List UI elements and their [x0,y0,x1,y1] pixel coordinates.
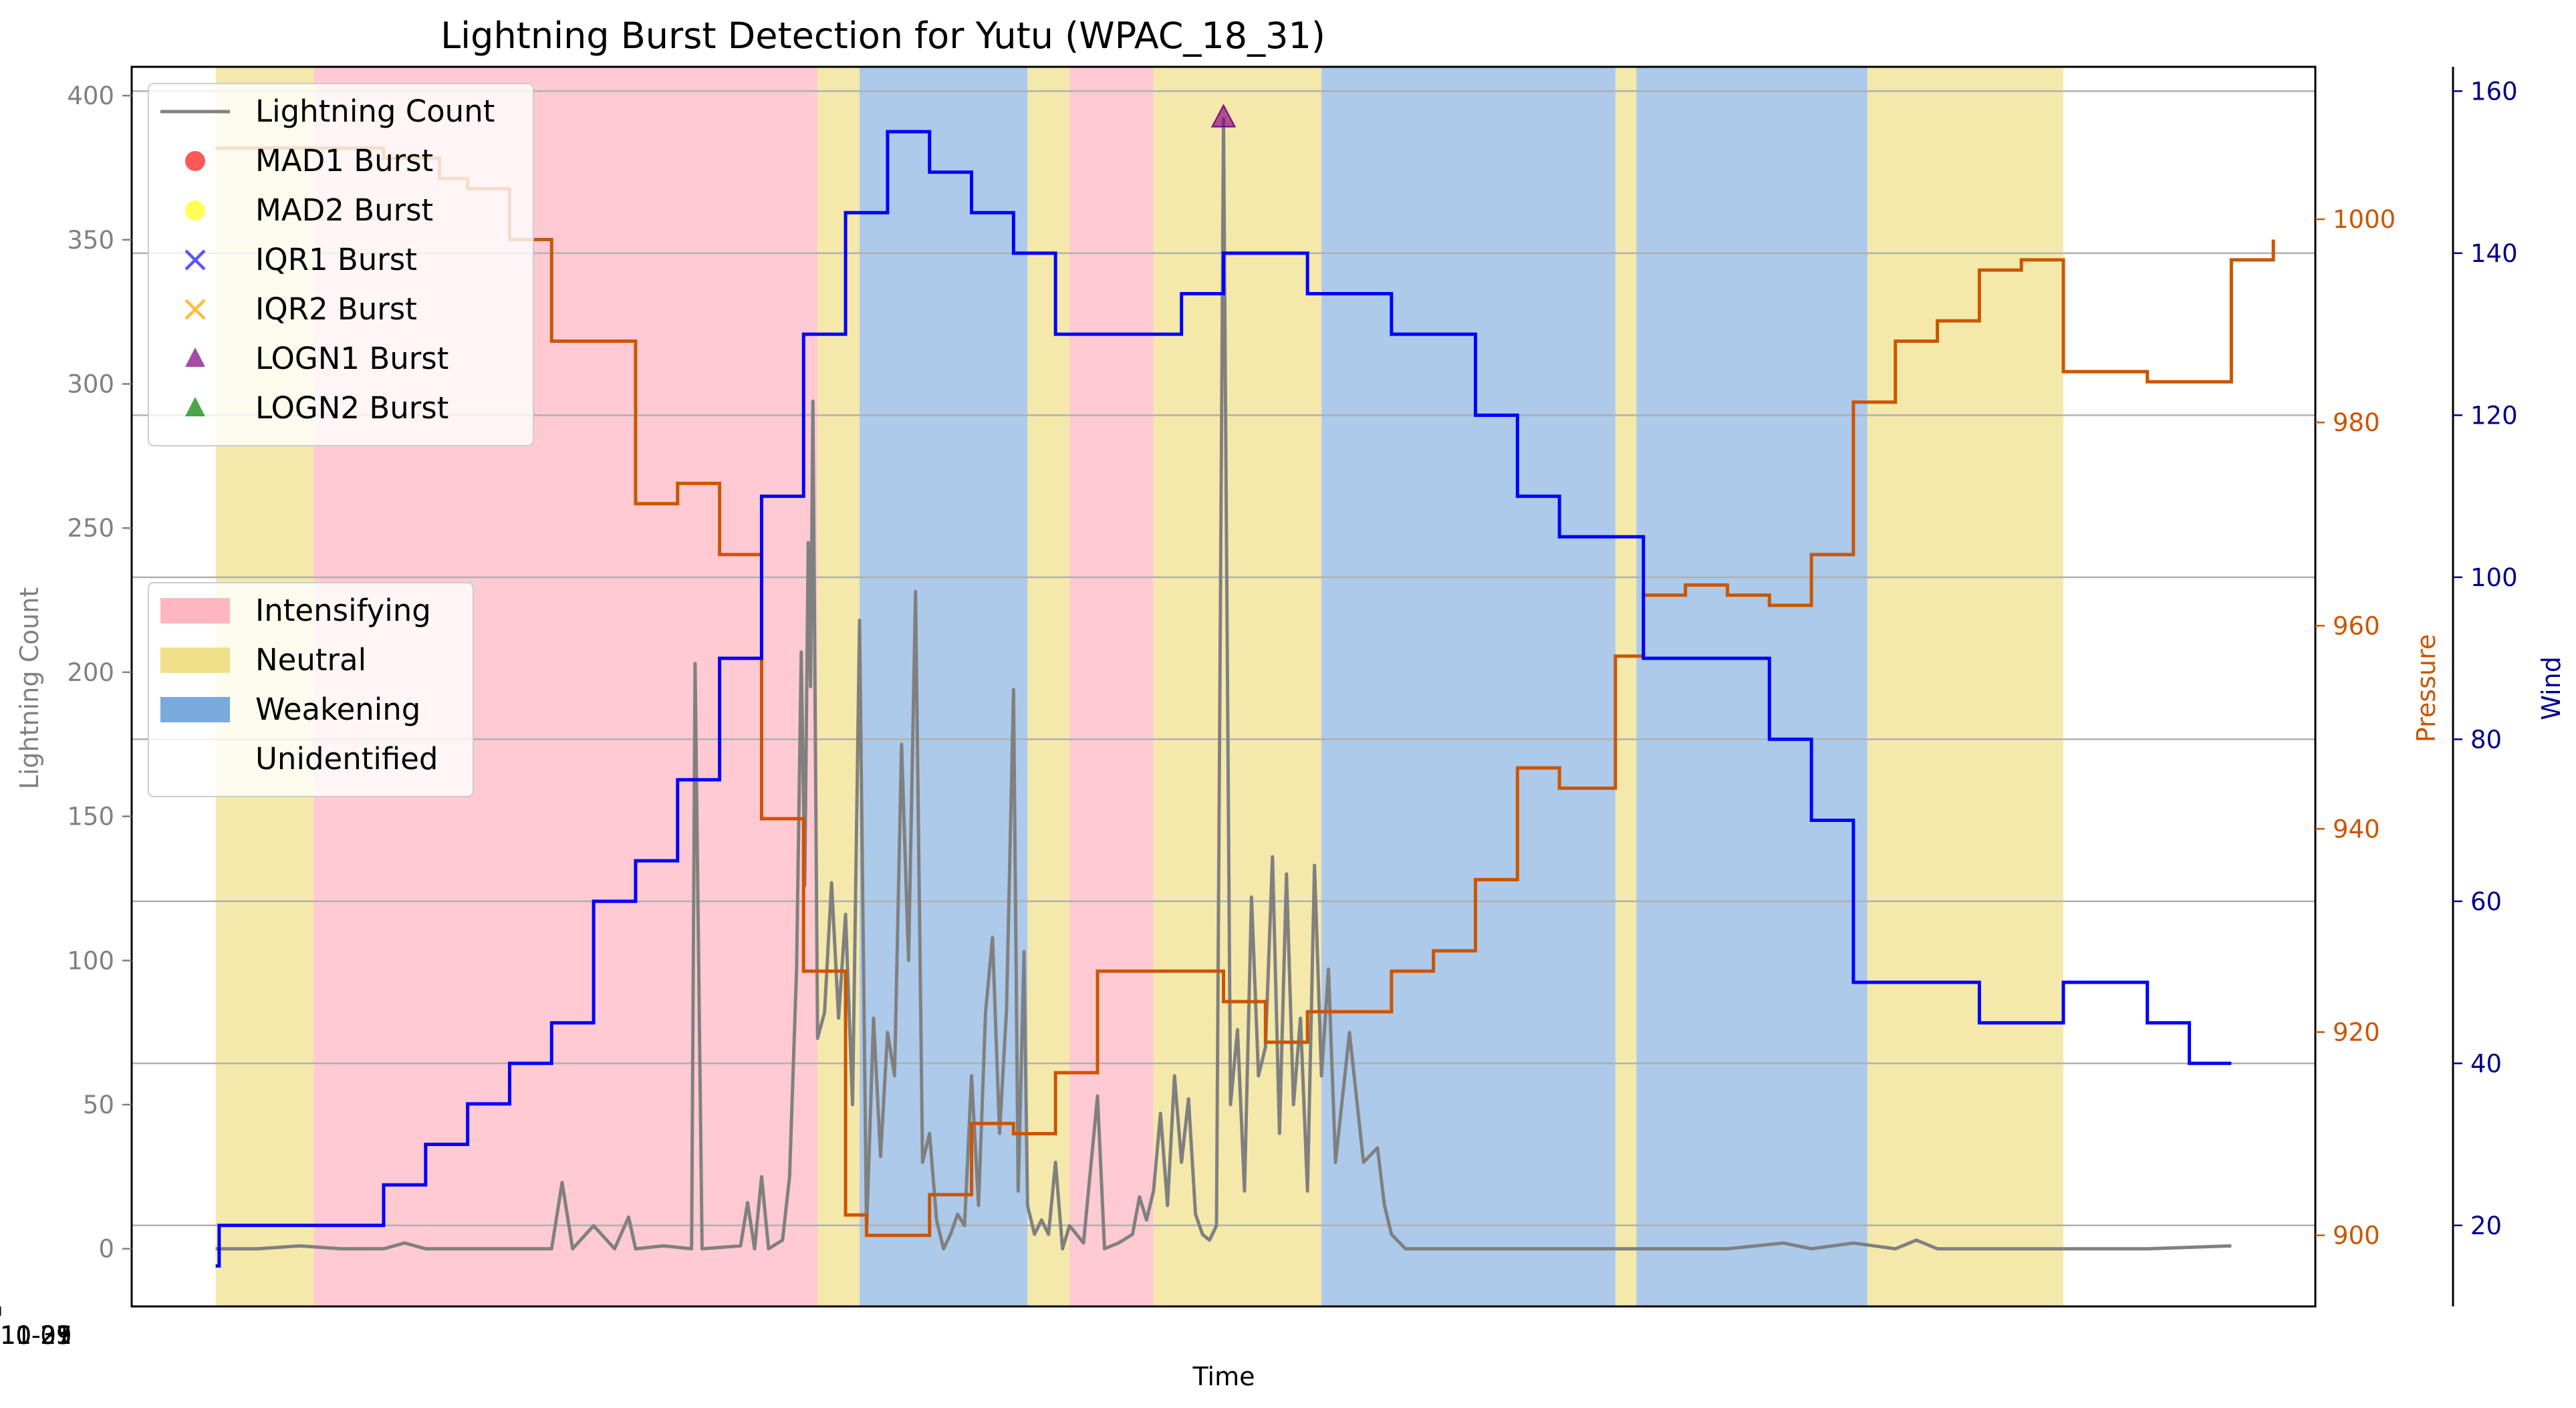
legend-label: Neutral [255,642,366,678]
y2-tick-label: 1000 [2333,205,2396,234]
lightning-count-line [215,117,2232,1251]
legend-circle-swatch [185,151,205,171]
y2-tick-label: 940 [2333,815,2380,843]
phase-band-neutral [1615,67,1637,1306]
phase-band-weakening [1636,67,1867,1306]
legend-label: Unidentified [255,741,438,777]
y3-tick-label: 60 [2470,887,2502,916]
logn1-burst-marker [1210,104,1237,128]
x-tick-label: 2018-10-21 [0,1321,72,1350]
legend-phase-swatch [160,697,230,722]
x-tick-label: 2018-11-01 [0,1321,72,1350]
chart-title: Lightning Burst Detection for Yutu (WPAC… [440,15,1325,57]
y3-tick-label: 20 [2470,1212,2502,1240]
phase-band-intensifying [1069,67,1154,1306]
y3-tick-label: 160 [2470,77,2518,106]
legend-label: MAD1 Burst [255,143,433,178]
y3-tick-label: 100 [2470,563,2518,592]
phase-band-weakening [1321,67,1616,1306]
x-tick-label: 2018-10-31 [0,1321,72,1350]
legend-label: IQR1 Burst [255,242,417,277]
series-lines [215,117,2275,1268]
x-tick-label: 2018-10-27 [0,1321,72,1350]
legend-box [148,83,534,446]
y3-axis-label: Wind [2537,656,2566,720]
legend-triangle-swatch [185,397,205,416]
x-axis-label: Time [1192,1362,1255,1391]
legend-triangle-swatch [185,347,205,367]
y-tick-label: 100 [67,946,114,975]
x-tick-label: 2018-10-23 [0,1321,72,1350]
legend-markers: Lightning Count MAD1 Burst MAD2 Burst IQR1 … [148,83,534,446]
y-tick-label: 300 [67,370,114,399]
y-tick-label: 0 [98,1235,114,1264]
legend-label: LOGN1 Burst [255,341,448,376]
y-tick-label: 200 [67,658,114,687]
x-tick-label: 2018-10-25 [0,1321,72,1350]
y3-tick-label: 120 [2470,401,2518,430]
y2-tick-label: 960 [2333,611,2380,640]
y2-tick-label: 980 [2333,408,2380,437]
plot-border [130,65,2317,1308]
y-tick-label: 350 [67,226,114,255]
y-tick-label: 50 [83,1091,114,1119]
legend-label: MAD2 Burst [255,192,433,228]
axes: 2018-10-212018-10-232018-10-252018-10-27… [0,77,2518,1350]
legend-label: Lightning Count [255,94,495,129]
y-tick-label: 150 [67,803,114,831]
y-axis-label: Lightning Count [15,587,44,790]
y3-tick-label: 40 [2470,1049,2502,1078]
y2-axis-label: Pressure [2412,634,2441,742]
legend-circle-swatch [185,200,205,221]
x-tick-label: 2018-10-29 [0,1321,72,1350]
legend-x-swatch [184,249,206,271]
phase-band-neutral [1027,67,1070,1306]
legend-phases: Intensifying Neutral Weakening Unidentified [148,582,474,797]
legend-label: IQR2 Burst [255,291,417,327]
phase-bands [215,67,2064,1306]
legend-label: Weakening [255,692,420,727]
legend-box [148,582,474,797]
legend-phase-swatch [160,648,230,673]
y3-tick-label: 140 [2470,239,2518,268]
plot-frame [130,65,2454,1308]
legend-label: LOGN2 Burst [255,390,448,426]
y2-tick-label: 900 [2333,1222,2380,1250]
legend-x-swatch [184,299,206,320]
wind-line [215,130,2232,1268]
burst-markers [1210,104,1237,128]
y2-tick-label: 920 [2333,1018,2380,1046]
y-tick-label: 250 [67,514,114,543]
legend-phase-swatch [160,598,230,623]
y3-tick-label: 80 [2470,725,2502,754]
y-tick-label: 400 [67,82,114,110]
legend-label: Intensifying [255,593,431,628]
pressure-line [215,146,2275,1238]
phase-band-neutral [1867,67,2064,1306]
